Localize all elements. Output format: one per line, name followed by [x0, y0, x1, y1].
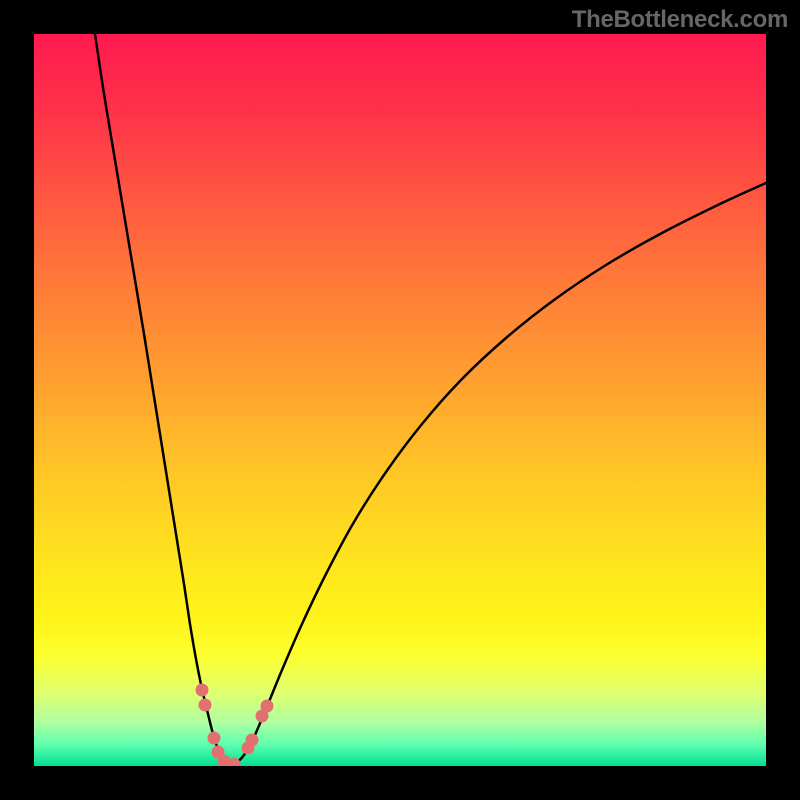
data-marker — [196, 684, 209, 697]
gradient-background — [34, 34, 766, 766]
data-marker — [246, 734, 259, 747]
watermark-text: TheBottleneck.com — [572, 6, 788, 34]
chart-svg — [34, 34, 766, 766]
data-marker — [261, 700, 274, 713]
plot-area — [34, 34, 766, 766]
data-marker — [208, 732, 221, 745]
outer-frame: TheBottleneck.com — [0, 0, 800, 800]
data-marker — [199, 699, 212, 712]
